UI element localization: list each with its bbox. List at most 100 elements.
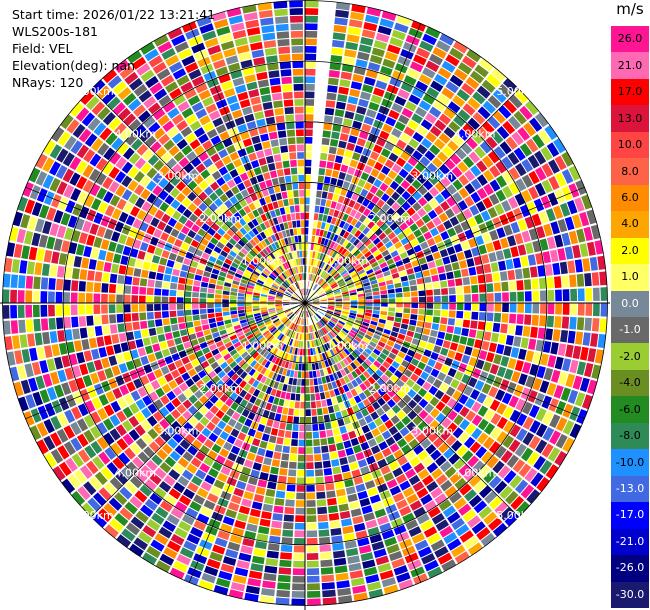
velocity-gate [362, 147, 372, 157]
velocity-gate [232, 574, 247, 584]
velocity-gate [290, 213, 296, 221]
velocity-gate [89, 425, 102, 439]
velocity-gate [259, 181, 267, 190]
velocity-gate [335, 276, 343, 282]
velocity-gate [28, 377, 39, 392]
velocity-gate [435, 412, 446, 424]
velocity-gate [407, 559, 422, 571]
velocity-gate [230, 287, 238, 293]
velocity-gate [426, 237, 436, 247]
velocity-gate [286, 122, 295, 130]
velocity-gate [349, 236, 357, 244]
velocity-gate [350, 508, 362, 517]
velocity-gate [338, 595, 353, 604]
velocity-gate [240, 131, 250, 140]
velocity-gate [592, 303, 600, 317]
velocity-gate [181, 372, 191, 382]
velocity-gate [287, 221, 293, 229]
velocity-gate [360, 36, 374, 47]
velocity-gate [200, 319, 209, 325]
velocity-gate [48, 304, 55, 317]
velocity-gate [424, 322, 432, 329]
velocity-gate [384, 141, 395, 152]
velocity-gate [181, 469, 194, 481]
velocity-gate [432, 378, 443, 389]
velocity-gate [285, 491, 296, 500]
velocity-gate [234, 520, 247, 530]
velocity-gate [324, 264, 330, 271]
azimuth-spoke [304, 302, 520, 518]
velocity-gate [243, 354, 252, 362]
velocity-gate [437, 354, 446, 364]
velocity-gate [431, 157, 443, 168]
velocity-gate [177, 101, 190, 113]
velocity-gate [335, 2, 351, 11]
velocity-gate [222, 113, 233, 123]
velocity-gate [313, 446, 321, 454]
velocity-gate [463, 536, 479, 550]
velocity-gate [267, 395, 275, 404]
velocity-gate [470, 165, 482, 177]
velocity-gate [352, 238, 360, 247]
velocity-gate [81, 257, 90, 269]
velocity-gate [276, 406, 283, 414]
velocity-gate [150, 539, 165, 552]
velocity-gate [411, 383, 421, 393]
velocity-gate [506, 381, 517, 394]
velocity-gate [500, 323, 508, 334]
velocity-gate [367, 487, 379, 497]
velocity-gate [131, 295, 139, 303]
velocity-gate [189, 213, 199, 223]
velocity-gate [147, 353, 157, 363]
velocity-gate [291, 431, 299, 439]
velocity-gate [251, 555, 265, 565]
colorbar-segment [611, 264, 649, 292]
velocity-gate [416, 487, 429, 499]
velocity-gate [348, 255, 355, 262]
velocity-gate [401, 201, 411, 211]
velocity-gate [19, 334, 28, 348]
velocity-gate [27, 216, 38, 231]
velocity-gate [426, 481, 439, 493]
velocity-gate [454, 352, 463, 362]
velocity-gate [185, 132, 197, 144]
velocity-gate [298, 182, 305, 190]
velocity-gate [252, 295, 260, 299]
velocity-gate [245, 365, 253, 374]
velocity-gate [245, 311, 253, 316]
velocity-gate [351, 192, 359, 202]
velocity-gate [354, 229, 362, 238]
velocity-gate [492, 322, 501, 333]
velocity-gate [444, 485, 458, 498]
velocity-gate [127, 166, 139, 179]
velocity-gate [140, 420, 152, 432]
velocity-gate [451, 166, 463, 178]
velocity-gate [261, 464, 271, 473]
colorbar-segment [611, 449, 649, 477]
velocity-gate [106, 461, 119, 475]
velocity-gate [254, 398, 262, 407]
velocity-gate [116, 294, 123, 303]
velocity-gate [306, 537, 318, 545]
velocity-gate [458, 187, 469, 199]
velocity-gate [472, 91, 486, 105]
velocity-gate [132, 456, 145, 469]
velocity-gate [273, 381, 280, 389]
velocity-gate [305, 182, 311, 190]
velocity-gate [373, 295, 381, 299]
velocity-gate [486, 455, 499, 469]
velocity-gate [507, 324, 516, 335]
velocity-gate [293, 545, 305, 553]
velocity-gate [328, 304, 335, 306]
velocity-gate [378, 105, 390, 116]
velocity-gate [108, 294, 116, 303]
velocity-gate [506, 454, 520, 468]
velocity-gate [305, 114, 314, 121]
velocity-gate [214, 504, 227, 515]
velocity-gate [181, 514, 195, 526]
velocity-gate [550, 221, 561, 235]
velocity-gate [337, 322, 344, 328]
velocity-gate [411, 532, 426, 544]
velocity-gate [453, 68, 468, 81]
velocity-gate [535, 439, 548, 454]
